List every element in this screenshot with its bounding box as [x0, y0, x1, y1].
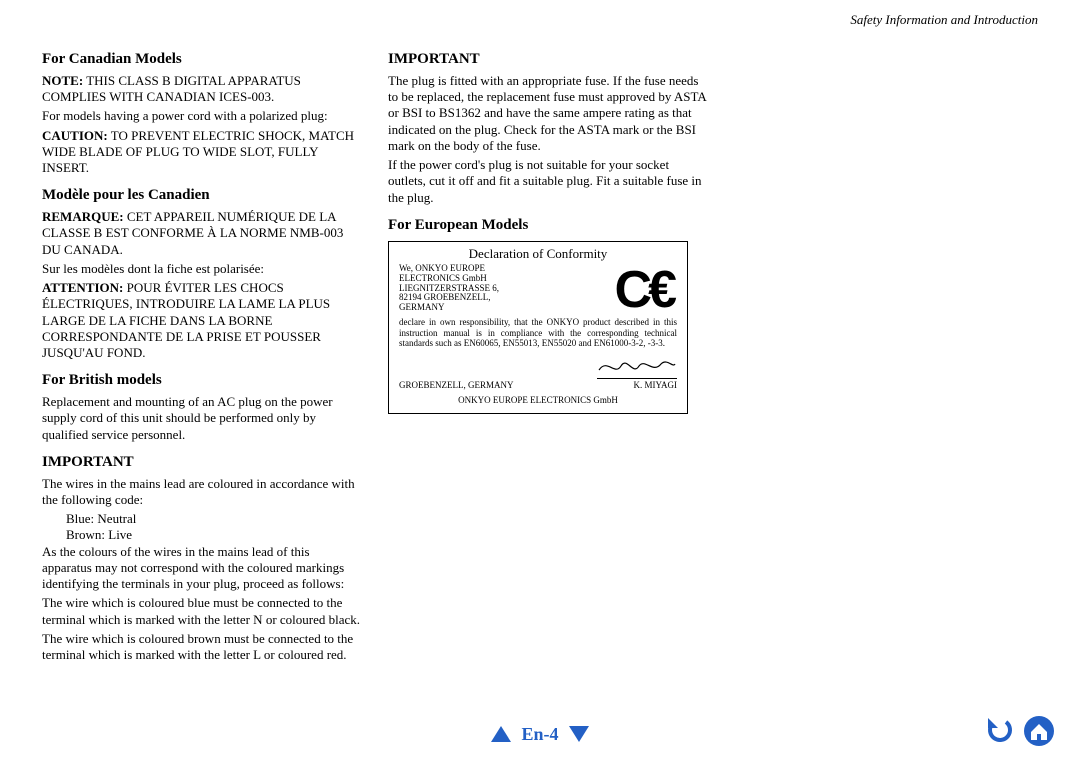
- note-label: NOTE:: [42, 73, 83, 88]
- heading-canadian: For Canadian Models: [42, 50, 362, 69]
- column-right: IMPORTANT The plug is fitted with an app…: [388, 40, 708, 666]
- british-p1: Replacement and mounting of an AC plug o…: [42, 394, 362, 443]
- page-footer: En-4: [0, 723, 1080, 747]
- wire-blue: Blue: Neutral: [66, 511, 362, 527]
- signature-name: K. MIYAGI: [597, 378, 677, 391]
- attention-label: ATTENTION:: [42, 280, 123, 295]
- wires-intro: The wires in the mains lead are coloured…: [42, 476, 362, 509]
- wires-p2: The wire which is coloured blue must be …: [42, 595, 362, 628]
- content-columns: For Canadian Models NOTE: THIS CLASS B D…: [42, 40, 1038, 666]
- undo-icon: [982, 714, 1016, 748]
- heading-canadien: Modèle pour les Canadien: [42, 186, 362, 205]
- polarisee-line: Sur les modèles dont la fiche est polari…: [42, 261, 362, 277]
- heading-important-2: IMPORTANT: [388, 50, 708, 69]
- home-button[interactable]: [1022, 714, 1056, 752]
- signature-row: GROEBENZELL, GERMANY K. MIYAGI: [399, 356, 677, 391]
- caution-canadian: CAUTION: TO PREVENT ELECTRIC SHOCK, MATC…: [42, 128, 362, 177]
- wires-p3: The wire which is coloured brown must be…: [42, 631, 362, 664]
- page-number: En-4: [521, 723, 558, 746]
- home-icon: [1022, 714, 1056, 748]
- column-left: For Canadian Models NOTE: THIS CLASS B D…: [42, 40, 362, 666]
- heading-european: For European Models: [388, 216, 708, 235]
- fuse-p2: If the power cord's plug is not suitable…: [388, 157, 708, 206]
- page-prev-icon[interactable]: [491, 726, 511, 742]
- back-button[interactable]: [982, 714, 1016, 752]
- remarque-line: REMARQUE: CET APPAREIL NUMÉRIQUE DE LA C…: [42, 209, 362, 258]
- ce-mark-icon: C€: [615, 258, 673, 323]
- signature-icon: [597, 356, 677, 378]
- wires-p1: As the colours of the wires in the mains…: [42, 544, 362, 593]
- conformity-body: C€ We, ONKYO EUROPE ELECTRONICS GmbH LIE…: [389, 264, 687, 413]
- wire-brown: Brown: Live: [66, 527, 362, 543]
- signature-place: GROEBENZELL, GERMANY: [399, 380, 514, 391]
- remarque-label: REMARQUE:: [42, 209, 124, 224]
- conformity-company: ONKYO EUROPE ELECTRONICS GmbH: [399, 395, 677, 406]
- page-next-icon[interactable]: [569, 726, 589, 742]
- heading-british: For British models: [42, 371, 362, 390]
- heading-important-1: IMPORTANT: [42, 453, 362, 472]
- header-section-title: Safety Information and Introduction: [850, 12, 1038, 28]
- signature-block: K. MIYAGI: [597, 356, 677, 391]
- caution-label: CAUTION:: [42, 128, 108, 143]
- fuse-p1: The plug is fitted with an appropriate f…: [388, 73, 708, 154]
- note-canadian: NOTE: THIS CLASS B DIGITAL APPARATUS COM…: [42, 73, 362, 106]
- polarized-line: For models having a power cord with a po…: [42, 108, 362, 124]
- nav-icons: [982, 714, 1056, 752]
- wire-color-list: Blue: Neutral Brown: Live: [42, 511, 362, 544]
- conformity-box: Declaration of Conformity C€ We, ONKYO E…: [388, 241, 688, 414]
- attention-line: ATTENTION: POUR ÉVITER LES CHOCS ÉLECTRI…: [42, 280, 362, 361]
- page-indicator: En-4: [491, 723, 588, 746]
